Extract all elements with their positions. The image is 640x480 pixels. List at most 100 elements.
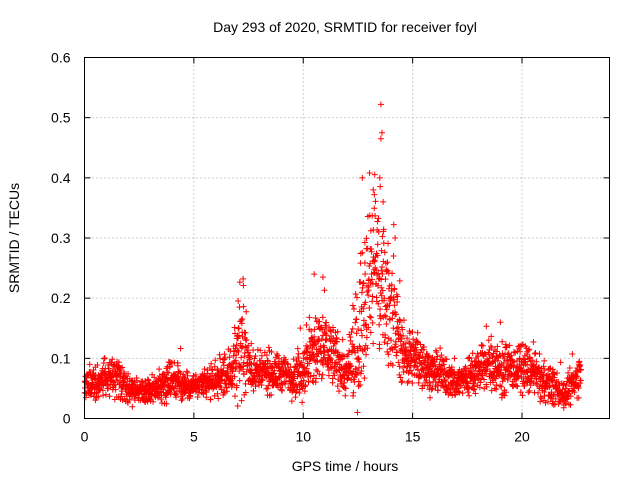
data-point <box>94 362 101 369</box>
data-point <box>377 183 384 190</box>
data-point <box>391 286 398 293</box>
x-tick-label: 15 <box>405 429 421 445</box>
data-point <box>388 281 395 288</box>
data-point <box>470 380 477 387</box>
data-point <box>471 385 478 392</box>
data-point <box>291 375 298 382</box>
data-point <box>567 393 574 400</box>
data-point <box>541 367 548 374</box>
data-point <box>311 333 318 340</box>
data-point <box>239 316 246 323</box>
data-point <box>547 365 554 372</box>
data-point <box>268 348 275 355</box>
data-point <box>498 383 505 390</box>
y-tick-label: 0 <box>63 411 71 427</box>
data-point <box>367 260 374 267</box>
data-point <box>354 409 361 416</box>
data-point <box>350 306 357 313</box>
data-point <box>292 389 299 396</box>
data-point <box>236 279 243 286</box>
data-point <box>271 367 278 374</box>
data-point <box>382 276 389 283</box>
data-point <box>432 347 439 354</box>
data-point <box>371 257 378 264</box>
data-point <box>466 392 473 399</box>
data-point <box>109 356 116 363</box>
data-point <box>124 399 131 406</box>
data-point <box>195 389 202 396</box>
data-point <box>490 379 497 386</box>
data-point <box>459 390 466 397</box>
data-point <box>342 392 349 399</box>
data-point <box>536 350 543 357</box>
data-point <box>381 339 388 346</box>
data-point <box>221 351 228 358</box>
data-point <box>483 365 490 372</box>
data-point <box>263 385 270 392</box>
data-point <box>483 383 490 390</box>
data-point <box>91 374 98 381</box>
data-point <box>359 284 366 291</box>
data-point <box>400 364 407 371</box>
data-point <box>258 376 265 383</box>
data-point <box>349 302 356 309</box>
data-point-peak <box>319 274 326 281</box>
data-point <box>365 283 372 290</box>
data-point <box>478 342 485 349</box>
data-point <box>242 380 249 387</box>
data-point <box>232 393 239 400</box>
data-point <box>353 330 360 337</box>
data-point <box>376 321 383 328</box>
data-point <box>301 383 308 390</box>
data-point <box>236 304 243 311</box>
data-point <box>222 355 229 362</box>
data-point <box>366 304 373 311</box>
data-point <box>313 366 320 373</box>
data-point-peak <box>392 235 399 241</box>
data-point <box>375 215 382 222</box>
data-point <box>379 287 386 294</box>
data-point <box>396 371 403 378</box>
data-point <box>334 383 341 390</box>
data-point <box>378 247 385 254</box>
data-point <box>238 354 245 361</box>
data-point <box>151 374 158 381</box>
data-point <box>573 373 580 380</box>
data-point <box>309 378 316 385</box>
data-point <box>207 396 214 403</box>
data-point <box>406 330 413 337</box>
data-point <box>516 345 523 352</box>
data-point <box>384 259 391 266</box>
data-point <box>355 364 362 371</box>
data-point <box>483 323 490 330</box>
data-point <box>291 369 298 376</box>
data-point <box>246 356 253 363</box>
data-point <box>309 345 316 352</box>
data-point <box>331 372 338 379</box>
data-point <box>316 318 323 325</box>
data-point <box>390 221 397 228</box>
data-point <box>87 392 94 399</box>
data-point <box>404 355 411 362</box>
data-point <box>324 347 331 354</box>
data-point <box>379 233 386 240</box>
data-point <box>433 349 440 356</box>
data-point <box>247 353 254 360</box>
data-point <box>274 352 281 359</box>
data-point <box>388 337 395 344</box>
data-point <box>517 348 524 355</box>
data-point <box>398 335 405 342</box>
data-point <box>214 367 221 374</box>
data-point <box>404 335 411 342</box>
data-point <box>464 389 471 396</box>
data-point <box>361 346 368 353</box>
data-point <box>234 335 241 342</box>
data-point <box>377 306 384 313</box>
data-point <box>361 259 368 266</box>
data-point <box>327 356 334 363</box>
data-point <box>508 352 515 359</box>
data-point <box>371 258 378 265</box>
data-point <box>396 363 403 370</box>
data-point <box>413 363 420 370</box>
data-point <box>374 271 381 278</box>
